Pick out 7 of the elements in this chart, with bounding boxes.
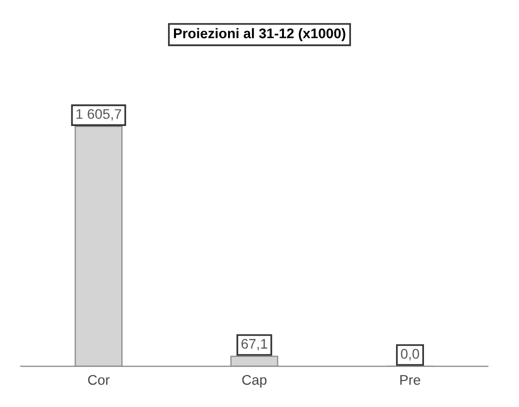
data-label: 1 605,7: [76, 109, 122, 121]
data-label: 67,1: [242, 338, 268, 350]
x-tick-label: Cap: [242, 375, 266, 388]
x-tick-label: Pre: [400, 375, 420, 385]
data-label: 0,0: [400, 348, 420, 360]
chart-title: Proiezioni al 31-12 (x1000): [174, 28, 346, 42]
x-tick-label: Cor: [88, 375, 110, 385]
